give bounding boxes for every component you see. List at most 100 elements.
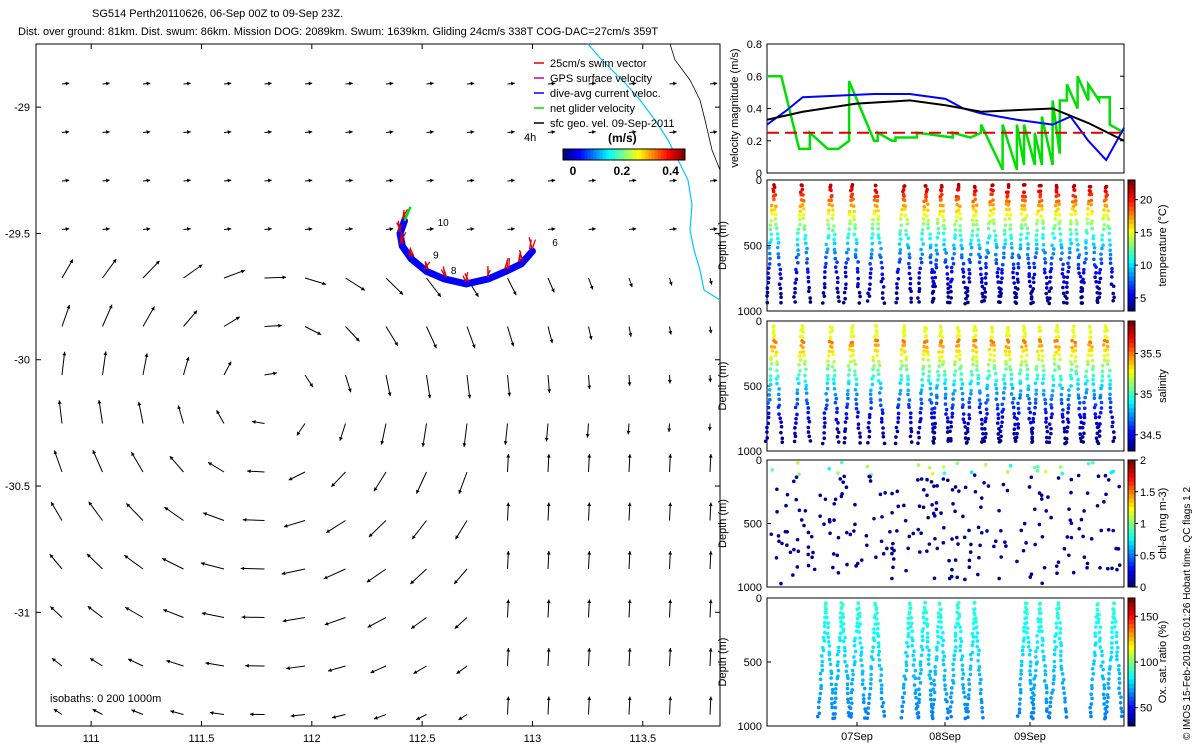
data-point	[898, 248, 903, 252]
data-point	[945, 716, 950, 721]
data-point	[848, 706, 853, 711]
data-point	[1030, 711, 1034, 715]
quiver-arrow	[53, 450, 63, 473]
data-point	[999, 287, 1003, 291]
data-point	[940, 349, 944, 354]
data-point	[1015, 431, 1019, 436]
data-point	[1073, 340, 1078, 345]
data-point	[941, 214, 945, 219]
data-point	[838, 638, 843, 643]
data-point	[779, 581, 783, 586]
data-point	[1026, 640, 1031, 644]
data-point	[1110, 266, 1114, 271]
data-point	[806, 545, 811, 549]
data-point	[977, 398, 982, 402]
data-point	[907, 398, 912, 402]
data-point	[955, 202, 959, 207]
quiver-arrowhead	[503, 441, 508, 445]
data-point	[1110, 626, 1114, 630]
data-point	[925, 214, 929, 218]
data-point	[1043, 669, 1048, 673]
quiver-arrowhead	[216, 410, 220, 415]
data-point	[951, 392, 955, 396]
data-point	[1032, 465, 1037, 470]
data-point	[920, 231, 925, 236]
data-point	[795, 412, 799, 417]
data-point	[1008, 227, 1012, 231]
data-point	[1020, 359, 1024, 364]
quiver-arrowhead	[707, 427, 712, 431]
data-point	[844, 282, 848, 286]
map-colorbar-cell	[584, 149, 588, 160]
data-point	[902, 503, 906, 508]
data-point	[1044, 291, 1048, 296]
data-point	[965, 429, 970, 434]
data-point	[932, 576, 937, 581]
data-point	[853, 223, 857, 227]
data-point	[942, 678, 947, 682]
data-point	[927, 542, 932, 546]
data-point	[944, 407, 949, 412]
data-point	[1006, 328, 1010, 333]
data-point	[927, 648, 931, 653]
quiver-arrowhead	[227, 178, 232, 183]
quiver-arrowhead	[587, 502, 592, 507]
data-point	[805, 246, 809, 251]
data-point	[836, 440, 841, 444]
data-point	[1114, 640, 1119, 645]
data-point	[1034, 649, 1038, 654]
data-point	[917, 697, 921, 702]
data-point	[826, 373, 830, 378]
quiver-arrowhead	[510, 130, 515, 134]
depth-colorbar-cell	[1128, 289, 1135, 295]
data-point	[876, 634, 881, 638]
data-point	[1099, 406, 1104, 410]
data-point	[1110, 424, 1115, 429]
quiver-arrow	[463, 423, 468, 447]
data-point	[1022, 190, 1027, 195]
data-point	[1066, 420, 1071, 424]
data-point	[1106, 695, 1110, 700]
quiver-arrowhead	[708, 454, 713, 458]
data-point	[1041, 377, 1046, 381]
quiver-arrowhead	[92, 709, 97, 713]
data-point	[1000, 262, 1005, 267]
data-point	[1117, 686, 1121, 691]
quiver-arrowhead	[125, 607, 130, 611]
data-point	[926, 352, 930, 357]
data-point	[1108, 256, 1113, 261]
data-point	[970, 373, 974, 377]
data-point	[1036, 353, 1041, 358]
data-point	[925, 350, 930, 354]
data-point	[1033, 255, 1038, 260]
data-point	[1057, 345, 1061, 350]
depth-colorbar-tick-label: 35.5	[1140, 349, 1161, 361]
data-point	[1067, 256, 1072, 260]
data-point	[1005, 488, 1010, 493]
map-colorbar-cell	[624, 149, 628, 160]
data-point	[851, 214, 856, 219]
data-point	[1059, 640, 1063, 645]
data-point	[876, 368, 880, 372]
data-point	[879, 416, 884, 421]
data-point	[778, 267, 783, 272]
data-point	[980, 705, 984, 710]
data-point	[928, 255, 933, 260]
data-point	[1100, 246, 1104, 251]
data-point	[932, 678, 936, 683]
data-point	[794, 270, 799, 275]
quiver-arrowhead	[62, 351, 67, 356]
quiver-arrowhead	[713, 178, 718, 183]
data-point	[1106, 358, 1110, 363]
data-point	[1018, 690, 1023, 695]
data-point	[851, 324, 855, 328]
data-point	[939, 620, 943, 624]
data-point	[831, 352, 835, 357]
quiver-arrowhead	[551, 178, 556, 183]
data-point	[1033, 674, 1038, 678]
depth-ytick-label: 500	[744, 657, 762, 669]
data-point	[967, 558, 972, 563]
data-point	[1055, 625, 1059, 630]
data-point	[1095, 603, 1100, 607]
data-point	[852, 643, 857, 648]
